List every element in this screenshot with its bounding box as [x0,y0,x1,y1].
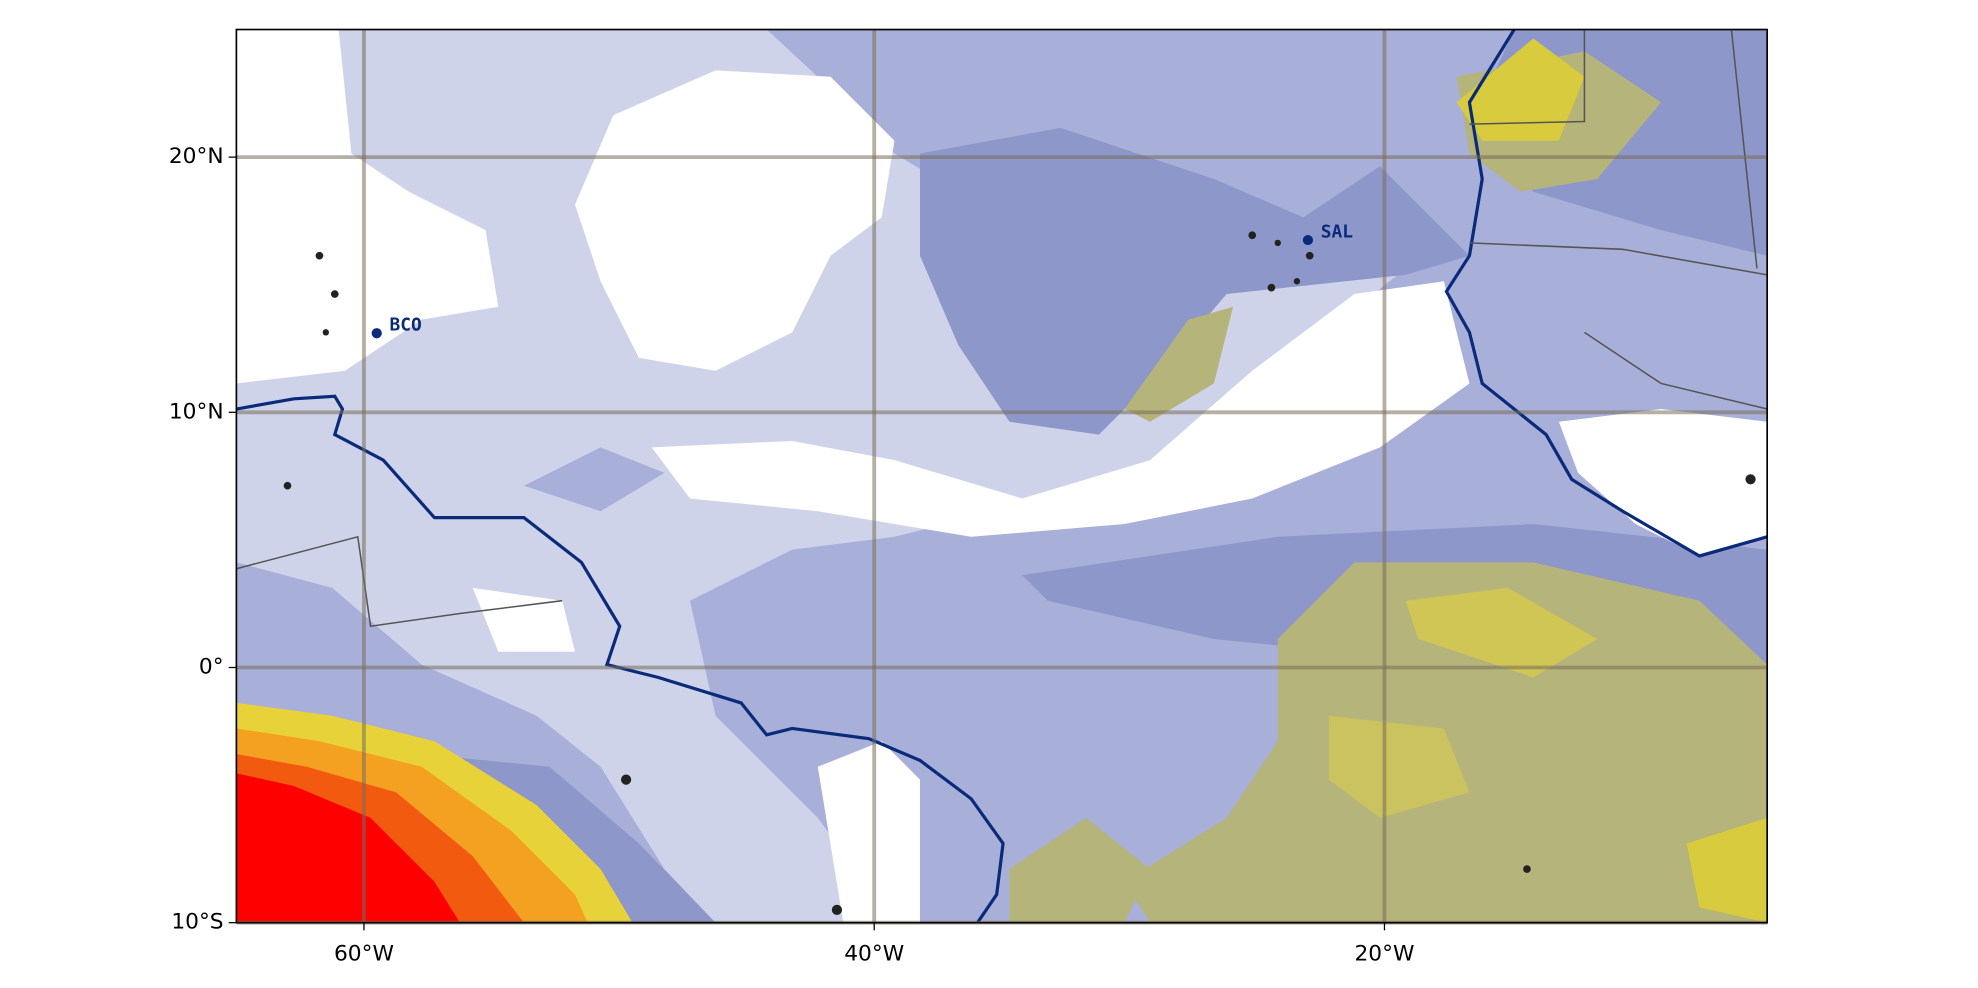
field [236,29,1768,923]
x-tick-label: 40°W [844,942,904,967]
annotations: 60°W 40°W 20°W 10°S 0° 10°N 20°N BCO SAL [169,144,1415,967]
x-tick-label: 20°W [1354,942,1414,967]
station-marker [371,328,382,339]
y-tick-label: 10°S [171,910,223,935]
y-tick-label: 10°N [169,399,224,424]
station-label: SAL [1321,221,1354,242]
station-label: BCO [389,315,421,336]
map-frame [235,28,1768,924]
x-tick-label: 60°W [334,942,394,967]
y-tick-label: 20°N [169,144,224,169]
y-tick-label: 0° [199,655,224,680]
station-marker [1302,234,1314,246]
